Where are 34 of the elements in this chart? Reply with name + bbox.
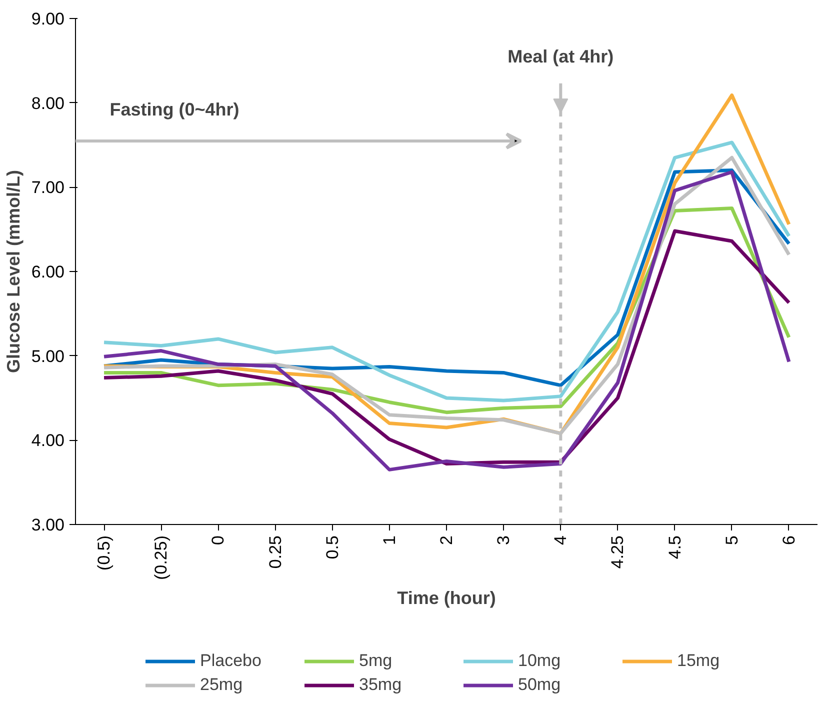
- legend-label: 15mg: [677, 651, 721, 671]
- y-tick-label: 5.00: [31, 346, 65, 366]
- line-series: [102, 170, 791, 472]
- legend-label: 50mg: [518, 675, 562, 695]
- x-tick-label: 1: [380, 535, 399, 545]
- x-axis-title: Time (hour): [397, 588, 496, 608]
- x-tick-label: (0.25): [152, 535, 171, 580]
- legend-label: 5mg: [359, 651, 394, 671]
- line-series: [102, 140, 791, 402]
- y-axis-title: Glucose Level (mmol/L): [3, 170, 24, 374]
- x-tick-label: (0.5): [94, 535, 114, 570]
- legend-label: 35mg: [359, 675, 403, 695]
- ref-line-label: Meal (at 4hr): [508, 46, 614, 67]
- x-tick-label: 4.5: [665, 535, 684, 560]
- annotation: Fasting (0~4hr): [110, 100, 240, 120]
- y-tick-label: 9.00: [31, 10, 65, 28]
- x-tick-label: 5: [722, 535, 742, 545]
- x-tick-label: 0: [208, 535, 228, 545]
- x-tick-label: 4.25: [608, 535, 628, 569]
- x-tick-label: 2: [437, 535, 456, 545]
- legend-label: 10mg: [518, 651, 562, 671]
- y-tick-label: 8.00: [31, 94, 65, 113]
- line-series: [102, 229, 791, 466]
- x-tick-label: 3: [494, 535, 514, 545]
- x-tick-label: 4: [551, 535, 570, 545]
- x-tick-label: 6: [779, 535, 798, 545]
- y-tick-label: 6.00: [31, 262, 65, 282]
- y-tick-label: 7.00: [31, 178, 65, 198]
- y-tick-label: 4.00: [31, 431, 65, 450]
- x-tick-label: 0.5: [322, 535, 342, 560]
- legend-label: Placebo: [200, 651, 262, 671]
- y-tick-label: 3.00: [31, 516, 65, 534]
- x-tick-label: 0.25: [266, 535, 285, 569]
- legend-label: 25mg: [200, 675, 244, 695]
